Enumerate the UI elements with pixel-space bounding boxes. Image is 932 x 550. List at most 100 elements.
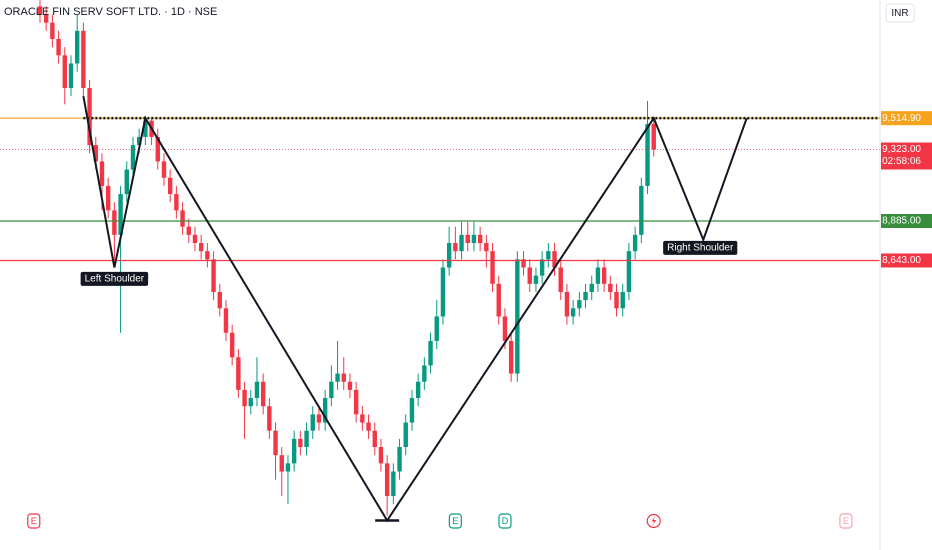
candle-body <box>304 430 309 448</box>
event-label: D <box>502 516 509 526</box>
candle-body <box>43 14 49 23</box>
candle-body <box>539 259 545 276</box>
candle-body <box>322 398 328 423</box>
candle-body <box>403 422 408 448</box>
candle-body <box>217 291 222 309</box>
candle-body <box>508 340 514 374</box>
candle-body <box>74 30 80 64</box>
candle-body <box>601 267 607 284</box>
candle-body <box>260 381 266 407</box>
candle-body <box>632 234 638 252</box>
candle-body <box>645 123 650 186</box>
annotation-box <box>663 240 738 255</box>
candle-body <box>583 291 588 301</box>
candle-body <box>502 316 508 341</box>
candle-body <box>422 365 427 382</box>
candle-body <box>459 234 464 252</box>
event-label: E <box>843 516 849 526</box>
candle-body <box>81 30 86 88</box>
candle-body <box>366 422 371 431</box>
annotation-box <box>80 271 149 286</box>
event-icon <box>839 513 853 529</box>
candle-body <box>620 291 625 309</box>
candle-body <box>391 471 396 496</box>
candle-body <box>167 177 173 195</box>
level-tag <box>881 253 932 268</box>
candle-body <box>174 194 179 211</box>
level-tag <box>881 213 932 228</box>
candle-body <box>291 438 297 464</box>
level-label: 9,514.90 <box>882 113 921 124</box>
candle-body <box>298 438 303 448</box>
candle-body <box>558 267 563 292</box>
candle-body <box>626 251 632 292</box>
event-bolt <box>651 516 657 526</box>
candle-body <box>310 414 315 431</box>
candle-body <box>397 447 402 472</box>
candle-body <box>515 259 520 374</box>
candle-body <box>316 414 322 423</box>
event-icon <box>498 513 512 529</box>
candle-body <box>465 234 470 244</box>
candle-body <box>105 185 111 211</box>
currency-box[interactable] <box>885 3 915 23</box>
annotation-label: Left Shoulder <box>85 274 145 285</box>
candle-body <box>329 381 334 399</box>
candle-body <box>527 267 532 284</box>
candle-body <box>236 357 241 390</box>
current-price-tag <box>881 142 932 170</box>
candle-body <box>651 123 656 150</box>
candle-body <box>552 251 557 268</box>
candle-body <box>223 308 229 333</box>
candle-body <box>229 332 235 358</box>
candle-body <box>50 22 55 40</box>
candle-body <box>577 300 582 309</box>
candle-body <box>490 251 495 284</box>
countdown: 02:58:06 <box>882 156 921 167</box>
candle-body <box>211 259 216 292</box>
event-label: E <box>31 516 37 526</box>
candle-body <box>608 283 613 292</box>
plot-area <box>0 0 880 523</box>
level-label: 8,885.00 <box>882 216 921 227</box>
candle-body <box>130 145 136 170</box>
candle-body <box>87 87 92 146</box>
candle-body <box>440 267 446 317</box>
candle-body <box>93 145 98 162</box>
candle-body <box>496 283 501 317</box>
candle-body <box>353 389 359 415</box>
candle-body <box>415 381 421 399</box>
candle-body <box>267 406 272 431</box>
level-label: 8,643.00 <box>882 255 921 266</box>
candle-body <box>279 455 284 472</box>
candle-body <box>428 340 433 366</box>
candle-body <box>335 373 340 382</box>
candle-body <box>186 226 191 235</box>
candle-body <box>99 161 105 186</box>
candle-body <box>477 234 483 244</box>
candle-body <box>68 63 74 88</box>
event-icon <box>27 513 41 529</box>
candle-body <box>614 291 619 309</box>
candle-body <box>161 161 167 178</box>
candle-body <box>118 194 123 235</box>
candle-body <box>409 398 415 423</box>
candle-body <box>37 6 43 15</box>
candle-body <box>56 39 61 56</box>
current-price-label: 9,323.00 <box>882 144 921 155</box>
event-label: E <box>452 516 458 526</box>
chart-title: ORACLE FIN SERV SOFT LTD. · 1D · NSE <box>4 6 217 18</box>
candle-body <box>564 291 570 317</box>
candle-body <box>136 136 142 146</box>
currency: INR <box>891 8 908 19</box>
candle-body <box>521 259 526 268</box>
candle-body <box>360 414 365 423</box>
candle-body <box>285 463 291 472</box>
candle-body <box>453 243 458 252</box>
candle-body <box>533 275 539 284</box>
candle-body <box>546 251 551 260</box>
event-icon <box>448 513 462 529</box>
